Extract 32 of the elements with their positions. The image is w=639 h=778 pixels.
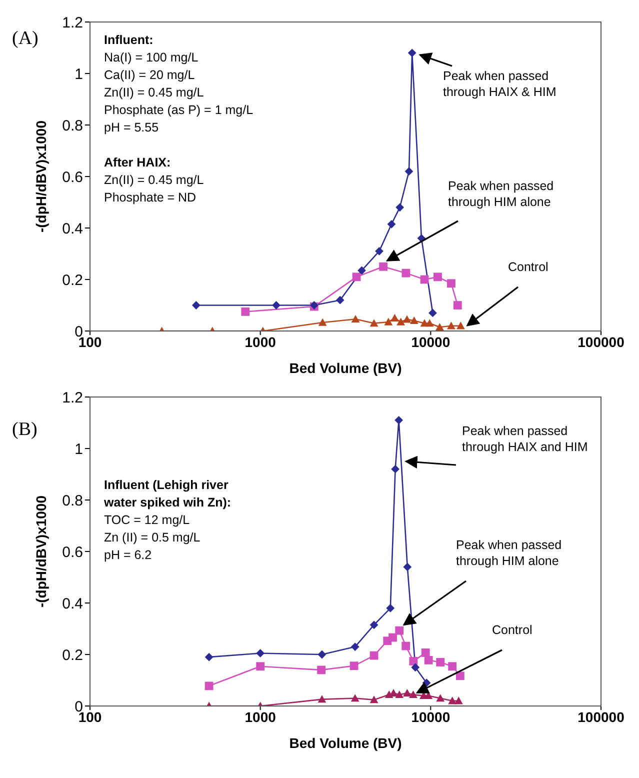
y-tick-label: 0.2: [62, 272, 83, 289]
y-tick-label: 0.8: [62, 492, 83, 510]
x-axis-title: Bed Volume (BV): [289, 360, 402, 376]
y-axis-title: -(dpH/dBV)x1000: [33, 120, 49, 233]
y-tick-label: 0.2: [62, 646, 83, 664]
y-tick-label: 1.2: [62, 389, 83, 406]
y-tick-label: 1.2: [62, 14, 83, 32]
text: Influent: Na(I) = 100 mg/L Ca(II) = 20 mg/L Zn(II) = 0.45 mg/L Phosphate (as P) = 1 mg/L pH = 5.55 After HAIX: Zn(II) = 0.45 mg/L Phosphate = ND: [104, 33, 254, 204]
chart-title: (A): [12, 28, 38, 49]
x-tick-label: 10000: [411, 334, 450, 350]
y-tick-label: 1: [74, 440, 83, 458]
annotation: Control: [492, 623, 532, 637]
x-tick-label: 10000: [411, 708, 450, 725]
x-axis-title: Bed Volume (BV): [289, 735, 402, 751]
text: (B): [12, 419, 38, 440]
annotation: Peak when passed through HAIX and HIM: [462, 424, 588, 454]
annotation: Control: [508, 260, 548, 274]
y-tick-label: 0.4: [62, 595, 83, 612]
annotation: Peak when passed through HIM alone: [456, 538, 562, 568]
x-tick-label: 1000: [244, 334, 276, 350]
x-tick-label: 1000: [244, 708, 276, 725]
x-tick-label: 100000: [578, 334, 625, 350]
y-tick-label: 0.6: [62, 168, 83, 186]
y-axis-title: -(dpH/dBV)x1000: [33, 495, 49, 608]
annotation: Peak when passed through HIM alone: [448, 179, 554, 209]
y-tick-label: 1: [74, 66, 83, 83]
x-tick-label: 100000: [578, 708, 625, 725]
annotation: Peak when passed through HAIX & HIM: [443, 69, 556, 99]
y-tick-label: 0.6: [62, 544, 83, 561]
y-tick-label: 0.8: [62, 117, 83, 134]
annotation: Influent (Lehigh river water spiked wih Zn): TOC = 12 mg/L Zn (II) = 0.5 mg/L pH = 6.2: [103, 478, 232, 562]
y-tick-label: 0.4: [62, 220, 83, 238]
